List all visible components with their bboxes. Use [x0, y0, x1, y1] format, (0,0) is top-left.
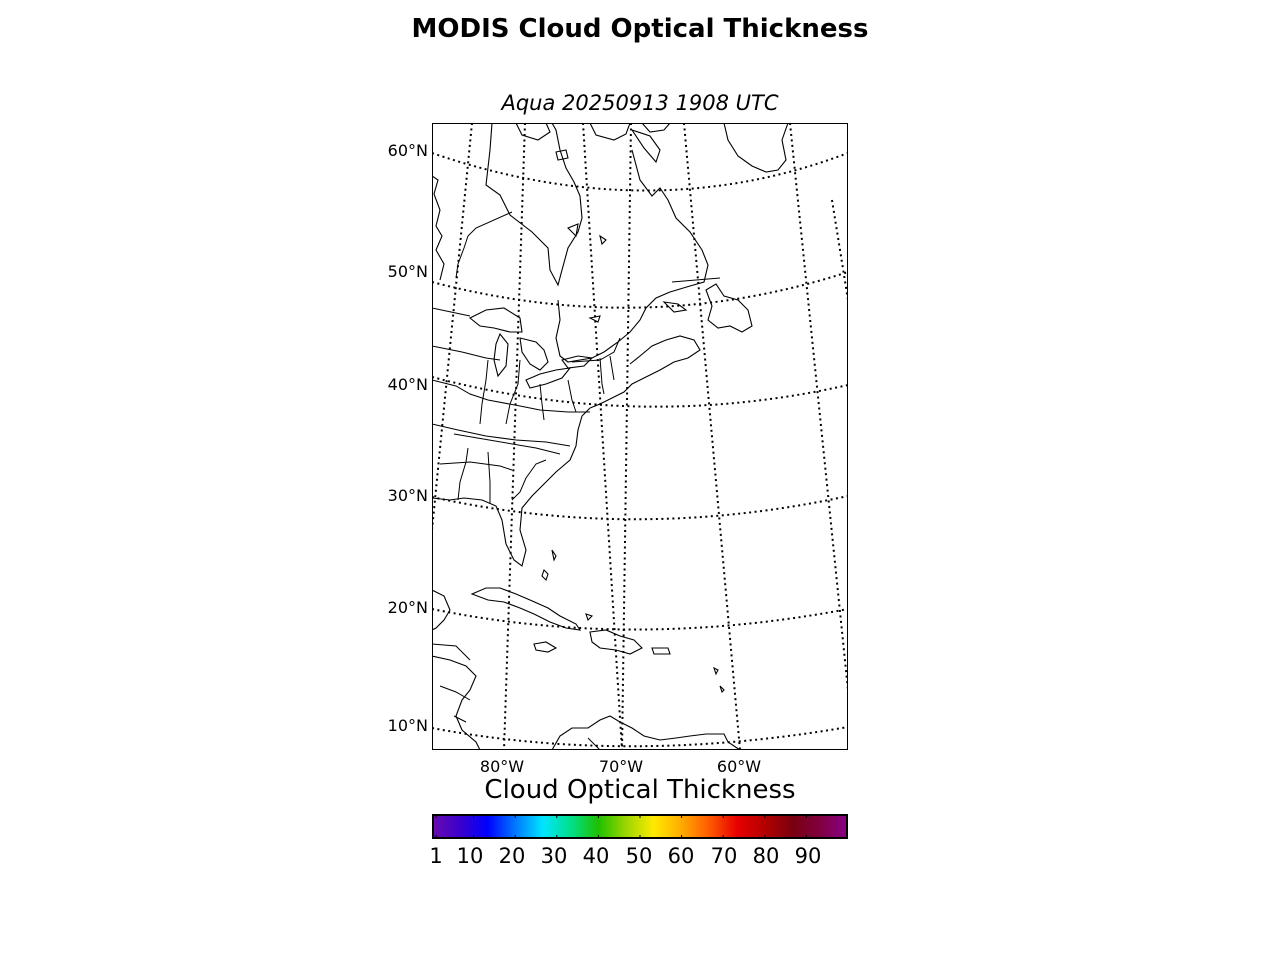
meridian-70w-main: [621, 123, 632, 750]
colorbar-border: [432, 814, 848, 839]
map-panel: [432, 123, 848, 750]
figure-subtitle: Aqua 20250913 1908 UTC: [501, 91, 779, 115]
parallel-50n: [432, 271, 848, 309]
lat-label-30n: 30°N: [387, 486, 428, 505]
colorbar-tick-label: 1: [429, 844, 443, 868]
lat-label-40n: 40°N: [387, 375, 428, 394]
lat-label-10n: 10°N: [387, 716, 428, 735]
colorbar-tick-label: 60: [667, 844, 695, 868]
parallel-30n: [432, 495, 848, 521]
lat-label-20n: 20°N: [387, 598, 428, 617]
parallel-60n: [432, 152, 848, 192]
parallel-40n: [432, 376, 848, 408]
meridian-90w: [432, 123, 473, 531]
colorbar-tick-label: 20: [498, 844, 526, 868]
lon-label-60w: 60°W: [716, 757, 762, 776]
colorbar: [432, 814, 848, 839]
colorbar-tick-label: 40: [582, 844, 610, 868]
colorbar-tick-label: 30: [540, 844, 568, 868]
great-lakes: [468, 307, 594, 389]
meridian-40w: [831, 199, 848, 301]
lat-label-50n: 50°N: [387, 262, 428, 281]
meridian-80w: [503, 123, 526, 750]
parallels: [432, 152, 848, 748]
lat-label-60n: 60°N: [387, 141, 428, 160]
colorbar-tick-label: 80: [752, 844, 780, 868]
meridian-70w: [582, 123, 623, 750]
parallel-20n: [432, 608, 848, 631]
colorbar-gradient: [432, 814, 848, 839]
coastlines: [432, 123, 789, 750]
meridian-50w: [789, 123, 848, 691]
colorbar-tick-label: 90: [794, 844, 822, 868]
lon-label-80w: 80°W: [479, 757, 525, 776]
colorbar-tick-label: 50: [625, 844, 653, 868]
colorbar-tick-label: 70: [710, 844, 738, 868]
figure-title: MODIS Cloud Optical Thickness: [411, 14, 869, 44]
meridian-60w: [683, 123, 741, 750]
lon-label-70w: 70°W: [598, 757, 644, 776]
parallel-10n: [432, 726, 848, 748]
colorbar-tick-label: 10: [456, 844, 484, 868]
meridians: [432, 123, 848, 750]
colorbar-title: Cloud Optical Thickness: [484, 775, 796, 805]
political-borders: [432, 211, 721, 750]
